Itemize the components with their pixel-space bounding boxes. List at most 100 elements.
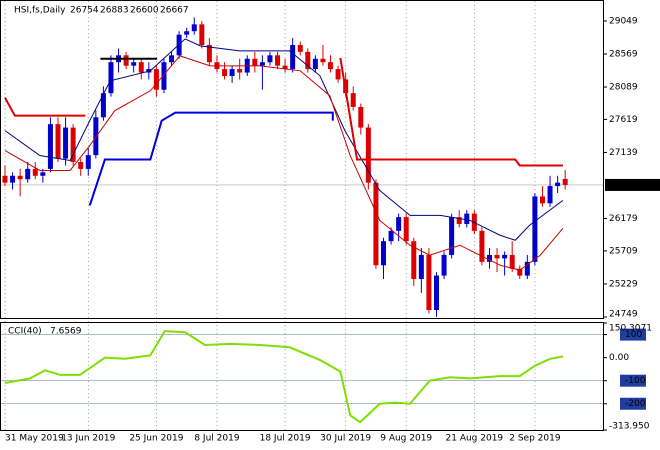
x-tick-label: 18 Jul 2019 (260, 434, 311, 444)
cci-title: CCI(40) (8, 327, 42, 337)
candle-body (350, 93, 356, 107)
candle-body (396, 217, 402, 231)
candle-body (524, 261, 530, 276)
candle-body (509, 254, 515, 269)
line (339, 57, 563, 167)
candle-body (252, 58, 258, 66)
y-tick-label: -100 (625, 376, 646, 386)
candle-body (10, 175, 16, 183)
x-tick-label: 9 Aug 2019 (380, 434, 432, 444)
candle-body (17, 175, 23, 180)
candle-body (411, 241, 417, 280)
y-tick-label: 24749 (609, 310, 638, 320)
level-box (620, 397, 646, 410)
y-tick-label: 25229 (609, 279, 638, 289)
candle-body (539, 196, 545, 204)
candle-body (282, 65, 288, 70)
candle-body (381, 241, 386, 266)
candle-body (456, 217, 462, 224)
y-tick-label: 100 (625, 330, 642, 340)
candle-body (388, 230, 394, 242)
candle-body (297, 44, 303, 52)
candle-body (169, 55, 175, 63)
line (4, 55, 564, 271)
candle-body (426, 254, 432, 311)
candle-body (433, 275, 439, 311)
candle-body (328, 62, 334, 70)
candle-body (222, 69, 228, 76)
candle-body (40, 172, 46, 176)
candle-body (237, 69, 243, 73)
y-tick-label: 27619 (609, 115, 638, 125)
candle-body (486, 254, 492, 262)
candle-body (206, 44, 212, 63)
candle-body (108, 62, 114, 94)
x-tick-label: 21 Aug 2019 (446, 434, 504, 444)
candle-body (547, 186, 553, 204)
candle-body (449, 217, 455, 255)
y-tick-label: 26179 (609, 214, 638, 224)
candle-body (312, 58, 318, 70)
y-tick-label: 27139 (609, 148, 638, 158)
line (88, 111, 334, 206)
y-tick-label: 28089 (609, 83, 638, 93)
candle-body (229, 69, 235, 76)
candle-body (562, 178, 568, 185)
candle-body (320, 58, 326, 63)
y-tick-label: 29049 (609, 16, 638, 26)
candle-body (93, 117, 99, 156)
candle-body (191, 24, 197, 32)
candle-body (290, 44, 296, 70)
y-tick-label: -313.950 (609, 422, 650, 432)
candle-body (138, 62, 144, 73)
candle-body (373, 182, 379, 266)
y-tick-label: 0.00 (609, 353, 629, 363)
candle-body (25, 168, 31, 180)
chart-title: HSI,fs,Daily (14, 6, 66, 16)
main-frame (0, 0, 604, 319)
candle-body (517, 268, 523, 276)
candle-body (479, 230, 485, 262)
y-tick-label: 25709 (609, 246, 638, 256)
candle-body (259, 62, 265, 66)
candle-body (275, 55, 281, 66)
line (4, 97, 86, 117)
candle-body (403, 217, 409, 242)
grid (1, 1, 603, 430)
line (4, 330, 564, 424)
candle-body (555, 182, 561, 187)
ohlc-high: 26883 (100, 6, 129, 16)
ohlc-low: 26600 (130, 6, 159, 16)
candle-body (47, 124, 53, 169)
cci-frame (0, 322, 604, 431)
current-price-label: 26667 (621, 180, 650, 190)
candle-body (123, 55, 129, 66)
level-box (620, 374, 646, 387)
x-tick-label: 2 Sep 2019 (509, 434, 561, 444)
candle-body (532, 196, 538, 262)
candle-body (55, 124, 61, 159)
candle-body (494, 254, 500, 259)
ohlc-close: 26667 (160, 6, 189, 16)
x-tick-label: 25 Jun 2019 (129, 434, 183, 444)
candle-body (70, 127, 76, 163)
candle-body (100, 93, 106, 118)
candle-body (161, 62, 167, 90)
candle-body (153, 69, 159, 90)
candle-body (2, 175, 8, 183)
ohlc-open: 26754 (70, 6, 99, 16)
candle-body (335, 69, 341, 80)
candle-body (305, 51, 311, 70)
x-tick-label: 13 Jun 2019 (61, 434, 115, 444)
candle-body (502, 254, 508, 259)
plot (2, 17, 568, 424)
level-box (620, 328, 646, 341)
y-tick-label: 150.3071 (609, 324, 652, 334)
candle-body (32, 168, 38, 176)
candle-body (358, 106, 364, 128)
candle-body (199, 24, 205, 45)
candle-body (184, 31, 190, 35)
y-tick-label: 28569 (609, 50, 638, 60)
cci-value: 7.6569 (50, 327, 82, 337)
candle-body (63, 127, 69, 159)
